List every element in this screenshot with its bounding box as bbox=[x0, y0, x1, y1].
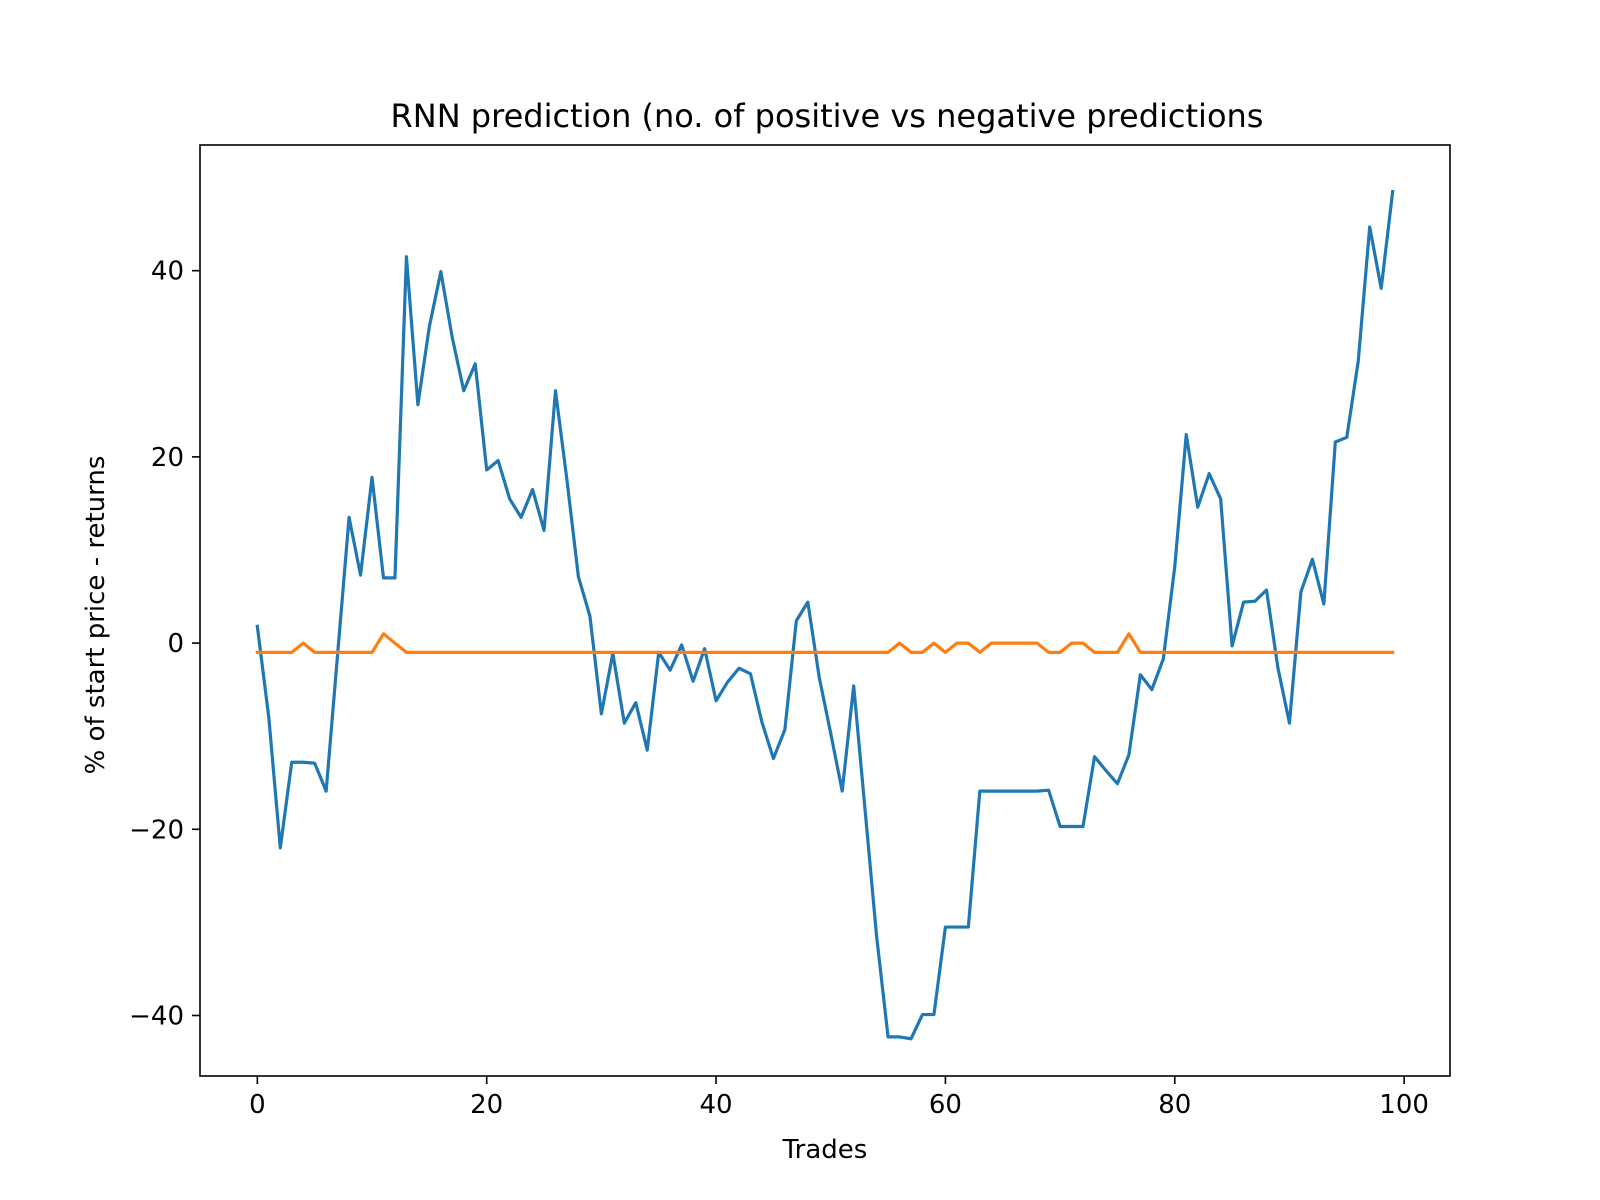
series-layer bbox=[255, 189, 1395, 1041]
plot-area bbox=[199, 144, 1451, 1077]
y-tick-label: 0 bbox=[167, 629, 184, 659]
x-tick-label: 40 bbox=[700, 1090, 733, 1120]
x-tick-label: 0 bbox=[249, 1090, 266, 1120]
y-tick-label: 20 bbox=[151, 443, 184, 473]
y-axis: −40 −20 0 20 40 bbox=[129, 257, 200, 1031]
plot-frame bbox=[199, 144, 1451, 1077]
x-tick-label: 100 bbox=[1379, 1090, 1429, 1120]
series-line-2 bbox=[255, 632, 1395, 654]
y-tick-label: −40 bbox=[129, 1001, 184, 1031]
x-tick-label: 60 bbox=[929, 1090, 962, 1120]
y-tick-label: 40 bbox=[151, 257, 184, 287]
x-tick-label: 20 bbox=[470, 1090, 503, 1120]
y-axis-label: % of start price - returns bbox=[81, 456, 111, 775]
series-line-1 bbox=[255, 189, 1395, 1041]
x-axis: 0 20 40 60 80 100 bbox=[249, 1076, 1429, 1120]
x-axis-label: Trades bbox=[782, 1135, 868, 1165]
x-tick-label: 80 bbox=[1158, 1090, 1191, 1120]
y-tick-label: −20 bbox=[129, 815, 184, 845]
chart-title: RNN prediction (no. of positive vs negat… bbox=[391, 97, 1264, 135]
